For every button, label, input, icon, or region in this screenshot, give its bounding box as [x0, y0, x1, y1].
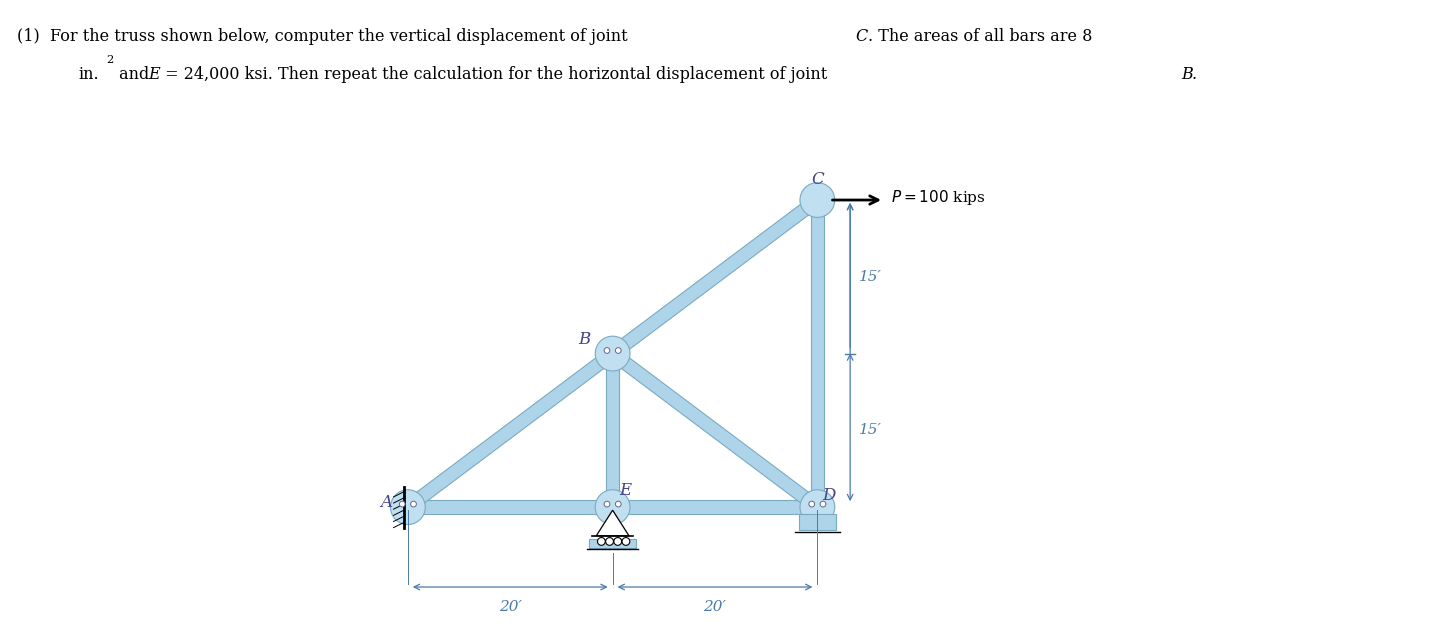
Bar [589, 539, 636, 548]
Text: and: and [114, 66, 154, 83]
Circle shape [613, 537, 622, 546]
Text: 20′: 20′ [704, 600, 726, 614]
Circle shape [615, 348, 621, 353]
Polygon shape [811, 200, 824, 507]
Text: 15′: 15′ [859, 423, 882, 437]
Text: in.: in. [79, 66, 99, 83]
Circle shape [598, 537, 605, 546]
Text: B: B [1181, 66, 1193, 83]
Polygon shape [596, 510, 629, 536]
Text: 20′: 20′ [499, 600, 522, 614]
Bar [799, 514, 835, 530]
Polygon shape [403, 348, 616, 512]
Text: C: C [855, 28, 868, 45]
Circle shape [595, 336, 631, 371]
Circle shape [595, 490, 631, 525]
Text: .: . [1191, 66, 1197, 83]
Text: = 24,000 ksi. Then repeat the calculation for the horizontal displacement of joi: = 24,000 ksi. Then repeat the calculatio… [160, 66, 832, 83]
Circle shape [821, 501, 827, 507]
Text: D: D [822, 487, 837, 504]
Circle shape [615, 501, 621, 507]
Circle shape [390, 490, 425, 525]
Circle shape [603, 501, 609, 507]
Circle shape [799, 490, 835, 525]
Text: C: C [811, 171, 824, 188]
Circle shape [799, 183, 835, 217]
Polygon shape [606, 353, 619, 507]
Text: $P = 100$ kips: $P = 100$ kips [891, 188, 985, 207]
Polygon shape [609, 195, 821, 359]
Polygon shape [609, 348, 821, 512]
Polygon shape [408, 500, 612, 514]
Text: A: A [380, 493, 392, 510]
Circle shape [399, 501, 405, 507]
Text: E: E [149, 66, 160, 83]
Text: E: E [619, 482, 631, 499]
Circle shape [410, 501, 416, 507]
Circle shape [603, 348, 609, 353]
Polygon shape [612, 500, 818, 514]
Text: B: B [578, 331, 591, 348]
Text: (1)  For the truss shown below, computer the vertical displacement of joint: (1) For the truss shown below, computer … [17, 28, 633, 45]
Text: 15′: 15′ [859, 270, 882, 284]
Circle shape [606, 537, 613, 546]
Circle shape [622, 537, 629, 546]
Text: 2: 2 [106, 55, 113, 65]
Text: . The areas of all bars are 8: . The areas of all bars are 8 [868, 28, 1093, 45]
Circle shape [809, 501, 815, 507]
